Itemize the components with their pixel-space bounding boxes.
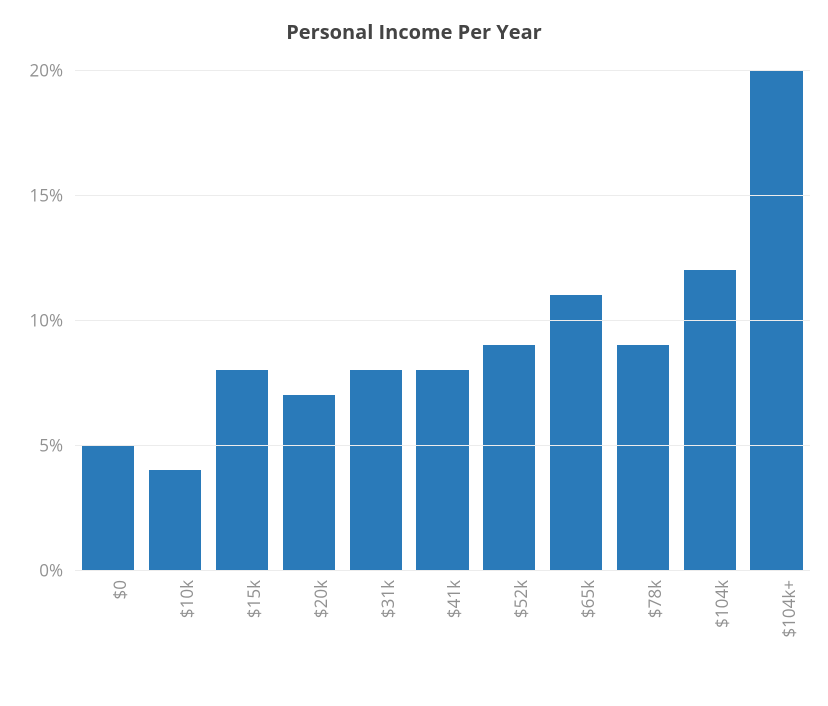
xtick-label: $20k — [309, 570, 332, 618]
ytick-label: 10% — [30, 309, 76, 332]
bar — [483, 345, 535, 570]
gridline — [75, 570, 810, 571]
plot-area: $0$10k$15k$20k$31k$41k$52k$65k$78k$104k$… — [75, 70, 810, 570]
gridline — [75, 445, 810, 446]
bar — [550, 295, 602, 570]
gridline — [75, 70, 810, 71]
xtick-label: $0 — [108, 570, 131, 599]
bar — [216, 370, 268, 570]
bar — [617, 345, 669, 570]
xtick-label: $104k+ — [777, 570, 800, 638]
gridline — [75, 195, 810, 196]
xtick-label: $31k — [376, 570, 399, 618]
xtick-label: $15k — [242, 570, 265, 618]
income-bar-chart: Personal Income Per Year $0$10k$15k$20k$… — [0, 0, 828, 706]
bar — [149, 470, 201, 570]
ytick-label: 0% — [39, 559, 75, 582]
ytick-label: 15% — [30, 184, 76, 207]
bar — [350, 370, 402, 570]
xtick-label: $41k — [442, 570, 465, 618]
bar — [416, 370, 468, 570]
xtick-label: $10k — [175, 570, 198, 618]
ytick-label: 5% — [39, 434, 75, 457]
xtick-label: $104k — [710, 570, 733, 628]
bar — [82, 445, 134, 570]
chart-title: Personal Income Per Year — [0, 0, 828, 45]
bar — [684, 270, 736, 570]
xtick-label: $78k — [643, 570, 666, 618]
xtick-label: $65k — [576, 570, 599, 618]
bar — [283, 395, 335, 570]
gridline — [75, 320, 810, 321]
ytick-label: 20% — [30, 59, 76, 82]
xtick-label: $52k — [509, 570, 532, 618]
